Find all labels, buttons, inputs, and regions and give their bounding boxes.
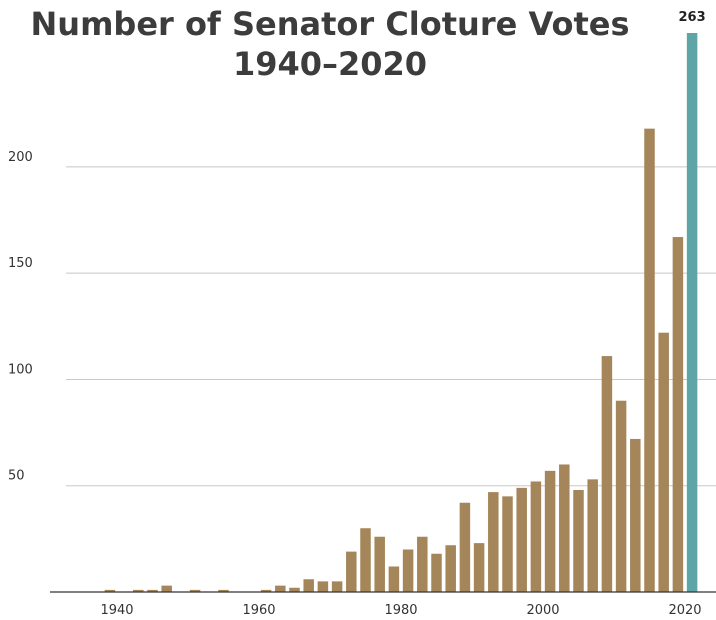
bar-1939: [104, 589, 116, 592]
y-tick-label-150: 150: [8, 256, 33, 271]
bar-1945: [147, 589, 158, 592]
bar-1961: [260, 589, 272, 592]
x-tick-label-2000: 2000: [526, 603, 559, 618]
bar-1963: [275, 585, 286, 592]
bar-2013: [630, 438, 641, 592]
data-label-2021: 263: [679, 10, 706, 25]
bar-2009: [601, 356, 613, 592]
bar-1991: [473, 543, 485, 592]
chart-title-line-2: 1940–2020: [232, 45, 428, 83]
x-tick-label-1940: 1940: [100, 603, 133, 618]
bar-1983: [417, 536, 428, 592]
bar-1981: [402, 549, 414, 592]
bar-1979: [388, 566, 400, 592]
bar-1997: [516, 487, 527, 592]
bar-1989: [459, 502, 471, 592]
bar-2019: [672, 237, 684, 592]
bar-1947: [161, 585, 172, 592]
bar-2001: [544, 470, 556, 592]
bar-2011: [615, 400, 627, 592]
bar-2021: [686, 33, 698, 592]
y-tick-label-200: 200: [8, 150, 33, 165]
bar-1969: [317, 581, 329, 592]
bar-1987: [445, 545, 456, 592]
bar-1975: [360, 528, 371, 592]
bar-1943: [133, 589, 144, 592]
bar-1999: [530, 481, 542, 592]
bar-1951: [189, 589, 201, 592]
bar-1955: [218, 589, 229, 592]
bar-2005: [573, 489, 584, 592]
bar-1995: [502, 496, 513, 592]
chart-title: Number of Senator Cloture Votes 1940–202…: [0, 4, 660, 84]
x-tick-label-1960: 1960: [242, 603, 275, 618]
bar-1985: [431, 553, 442, 592]
bar-1973: [346, 551, 357, 592]
y-tick-label-50: 50: [8, 469, 25, 484]
bar-1971: [331, 581, 343, 592]
bar-2017: [658, 332, 669, 592]
x-tick-label-2020: 2020: [668, 603, 701, 618]
bar-2015: [644, 128, 655, 592]
bar-1965: [289, 587, 300, 592]
x-tick-label-1980: 1980: [384, 603, 417, 618]
bar-2007: [587, 479, 598, 592]
bar-1967: [303, 579, 314, 592]
chart-title-line-1: Number of Senator Cloture Votes: [30, 5, 630, 43]
bar-1977: [374, 536, 385, 592]
y-tick-label-100: 100: [8, 362, 33, 377]
bar-2003: [559, 464, 570, 592]
bar-1993: [488, 492, 499, 592]
